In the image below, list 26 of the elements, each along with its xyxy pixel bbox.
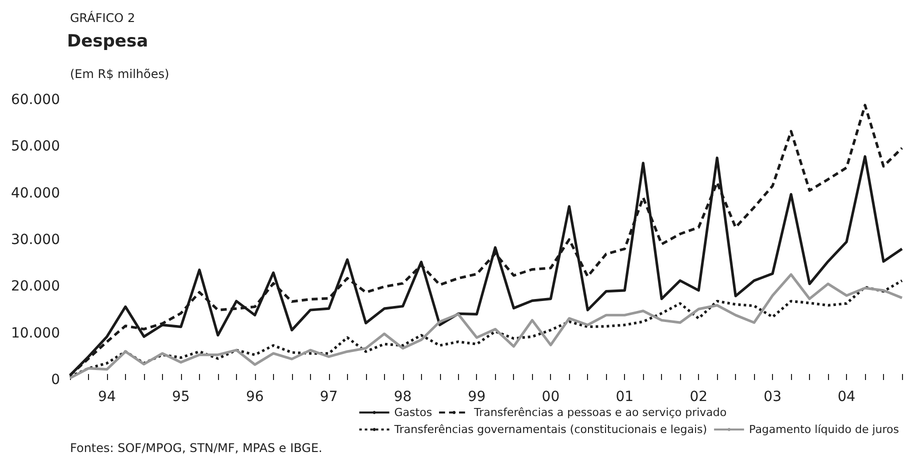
y-tick-label: 60.000 <box>10 92 60 108</box>
text: GRÁFICO 2 <box>70 10 136 25</box>
x-tick-label: 01 <box>616 389 634 405</box>
y-axis-title: (Em R$ milhões) <box>70 67 170 81</box>
text: Fontes: SOF/MPOG, STN/MF, MPAS e IBGE. <box>70 441 322 455</box>
x-tick-label: 99 <box>468 389 486 405</box>
y-tick-label: 50.000 <box>10 138 60 155</box>
y-tick-label: 10.000 <box>10 325 60 342</box>
x-tick-label: 04 <box>838 389 856 405</box>
x-tick-label: 03 <box>764 389 782 405</box>
y-tick-label: 30.000 <box>10 232 60 248</box>
legend-label: Gastos <box>394 406 432 419</box>
x-tick-label: 95 <box>172 389 190 405</box>
y-tick-label: 20.000 <box>10 278 60 295</box>
y-tick-label: 0 <box>51 372 60 388</box>
x-tick-label: 96 <box>246 389 264 405</box>
y-tick-label: 40.000 <box>10 185 60 202</box>
legend-label: Pagamento líquido de juros <box>749 423 900 436</box>
legend-label: Transferências a pessoas e ao serviço privado <box>473 406 727 419</box>
x-tick-label: 94 <box>98 389 116 405</box>
x-tick-label: 97 <box>320 389 338 405</box>
legend-label: Transferências governamentais (constitucionais e legais) <box>393 423 708 436</box>
x-tick-label: 00 <box>542 389 560 405</box>
x-tick-label: 98 <box>394 389 412 405</box>
x-tick-label: 02 <box>690 389 708 405</box>
chart-title: Despesa <box>67 32 148 52</box>
